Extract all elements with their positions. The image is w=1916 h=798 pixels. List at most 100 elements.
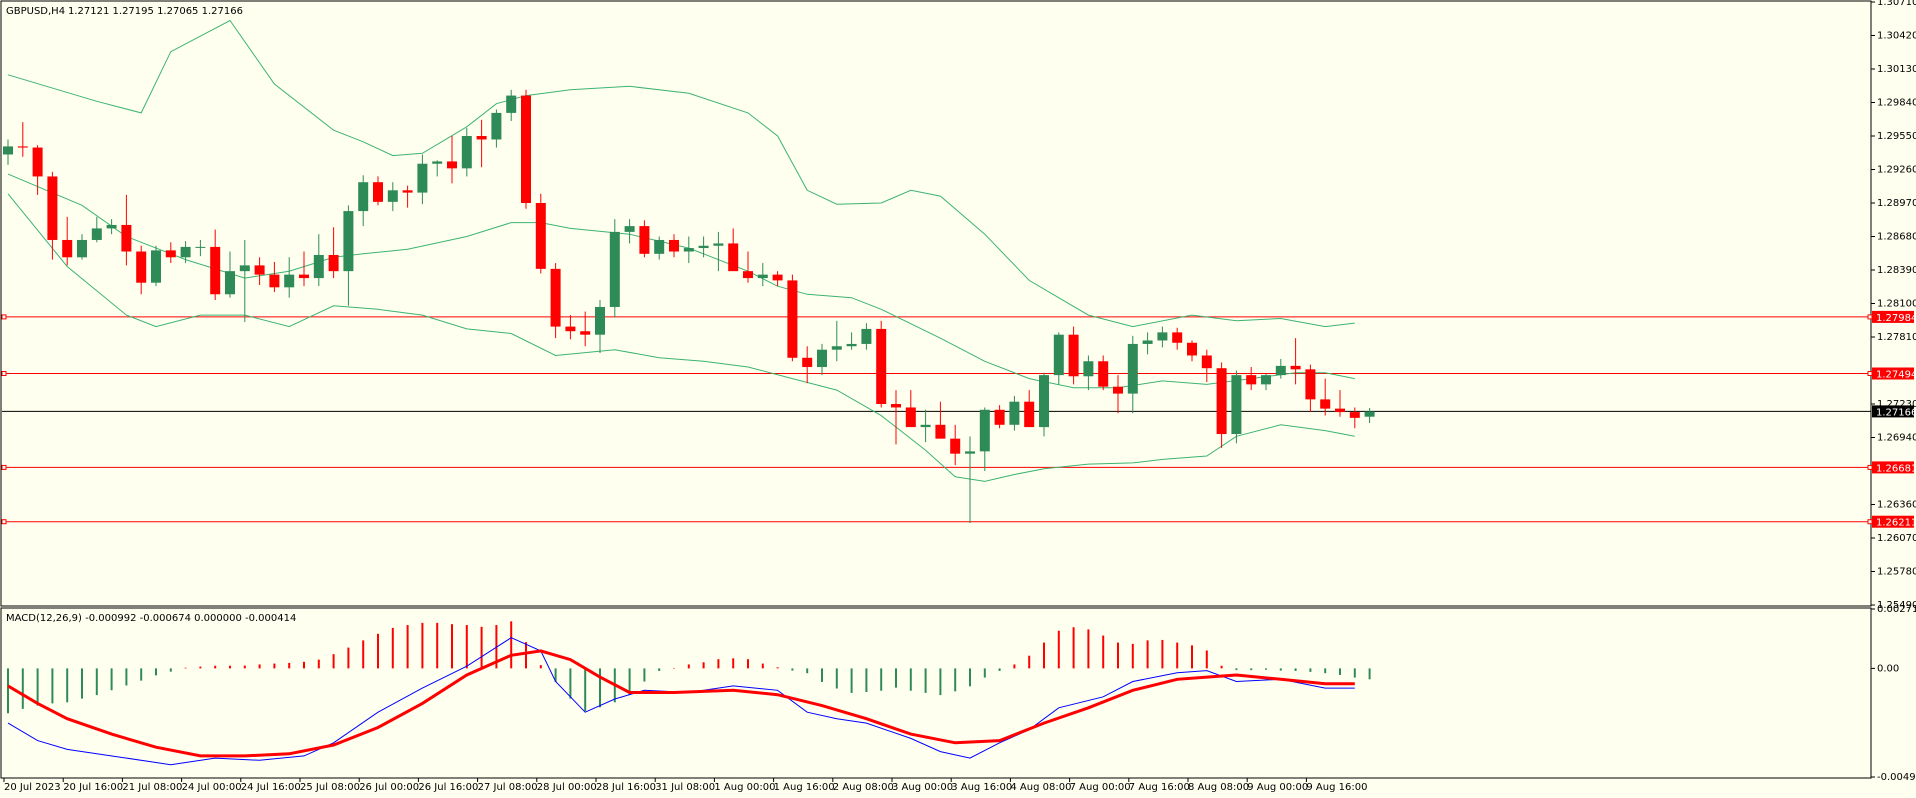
candle-body (1335, 408, 1345, 413)
candle-body (17, 146, 28, 148)
price-tick-label: 1.27230 (1877, 399, 1916, 410)
price-tick-label: 1.29260 (1877, 165, 1916, 176)
candle-body (609, 231, 620, 307)
macd-signal-line (7, 649, 1355, 758)
time-tick-label: 21 Jul 08:00 (122, 782, 182, 793)
candle-body (580, 331, 591, 335)
candle-body (476, 136, 487, 140)
candle-body (3, 146, 13, 155)
candle-body (965, 451, 975, 454)
price-tick-label: 1.26360 (1877, 500, 1916, 511)
candle-body (62, 239, 73, 258)
candle-body (817, 349, 827, 368)
candle-body (1201, 355, 1212, 369)
price-tick-label: 1.29840 (1877, 98, 1916, 109)
candle-body (743, 271, 753, 279)
time-tick-label: 25 Jul 08:00 (300, 782, 360, 793)
candle-body (491, 112, 502, 140)
time-tick-label: 9 Aug 16:00 (1306, 782, 1367, 793)
level-price-tag (1872, 461, 1914, 474)
candle-body (358, 182, 369, 212)
candle-body (239, 265, 250, 272)
macd-tick-label: 0.002713 (1877, 604, 1916, 615)
candle-body (1157, 332, 1168, 341)
candle-body (861, 328, 872, 344)
level-anchor (1, 371, 7, 377)
price-tick-label: 1.28680 (1877, 232, 1916, 243)
candle-body (920, 424, 931, 428)
time-tick-label: 28 Jul 00:00 (537, 782, 597, 793)
level-price-tag (1872, 515, 1914, 528)
candle-body (905, 407, 916, 428)
candle-body (432, 161, 443, 164)
candle-body (535, 203, 546, 269)
price-tick-label: 1.27810 (1877, 332, 1916, 343)
candle-body (447, 161, 457, 169)
candle-body (343, 211, 354, 272)
candle-body (1142, 340, 1153, 344)
candle-body (698, 245, 709, 249)
current-price-tag (1872, 405, 1914, 418)
candle-body (1216, 368, 1227, 435)
candle-body (994, 409, 1005, 425)
chart-header-symbol: GBPUSD,H4 (6, 6, 65, 17)
macd-tick-label: -0.004962 (1877, 772, 1916, 783)
candle-body (299, 274, 309, 279)
candle-body (1053, 334, 1064, 376)
candle-body (1261, 375, 1271, 385)
level-price-label: 1.27984 (1876, 313, 1916, 324)
candle-body (1364, 411, 1375, 417)
macd-panel[interactable]: 0.002713 0.00 -0.004962 (0, 604, 1916, 783)
candle-body (47, 176, 58, 240)
candle-body (1039, 375, 1049, 428)
macd-tick-label: 0.00 (1877, 663, 1899, 674)
candle-body (461, 136, 472, 169)
candle-body (1275, 365, 1286, 376)
level-price-label: 1.26211 (1876, 518, 1916, 529)
candle-body (136, 251, 147, 283)
time-tick-label: 1 Aug 00:00 (714, 782, 775, 793)
candle-body (313, 254, 324, 279)
price-tick-label: 1.26070 (1877, 533, 1916, 544)
candle-body (876, 328, 887, 404)
candle-body (757, 274, 768, 279)
candle-body (151, 250, 161, 283)
time-tick-label: 20 Jul 2023 (4, 782, 61, 793)
candle-body (639, 226, 650, 254)
candle-body (1113, 386, 1123, 394)
candle-body (728, 243, 739, 272)
candle-body (1349, 412, 1360, 418)
candle-body (669, 239, 679, 252)
time-tick-label: 3 Aug 16:00 (951, 782, 1012, 793)
candle-body (846, 343, 857, 347)
candle-body (1068, 334, 1079, 377)
candle-body (402, 190, 413, 193)
candle-body (595, 306, 605, 335)
time-tick-label: 8 Aug 08:00 (1188, 782, 1249, 793)
candle-body (195, 246, 206, 248)
bollinger-upper-band (7, 19, 1355, 328)
candle-body (713, 243, 724, 246)
candle-body (77, 239, 87, 258)
candle-body (935, 424, 946, 439)
candle-body (506, 95, 517, 113)
candle-body (1127, 343, 1138, 394)
candle-body (32, 147, 43, 177)
level-price-label: 1.27494 (1876, 370, 1916, 381)
price-tick-label: 1.30130 (1877, 64, 1916, 75)
candle-body (683, 248, 694, 252)
price-tick-label: 1.30420 (1877, 31, 1916, 42)
time-tick-label: 7 Aug 00:00 (1070, 782, 1131, 793)
price-tick-label: 1.26940 (1877, 433, 1916, 444)
candle-body (254, 265, 265, 275)
level-anchor (1867, 371, 1873, 377)
level-price-label: 1.26681 (1876, 463, 1916, 474)
level-anchor (1867, 314, 1873, 320)
candle-body (106, 224, 117, 229)
candle-body (417, 163, 428, 193)
price-tick-label: 1.30710 (1877, 0, 1916, 8)
level-price-tag (1872, 310, 1914, 323)
